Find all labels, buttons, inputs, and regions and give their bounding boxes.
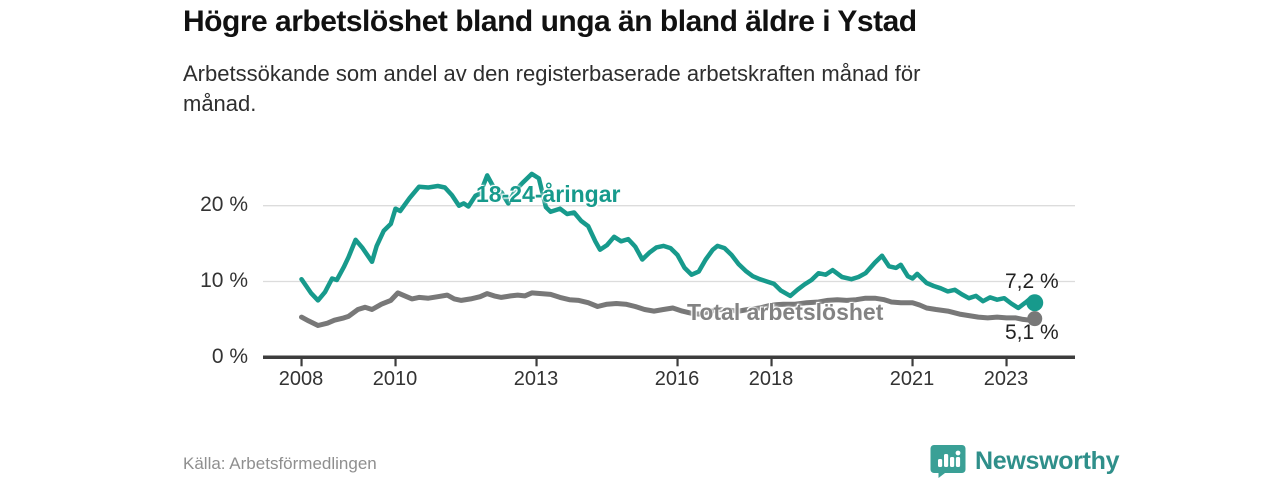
x-axis-tick-label-2023: 2023 xyxy=(983,368,1029,390)
series-line-youth xyxy=(299,171,1037,311)
end-value-label-total: 5,1 % xyxy=(1005,321,1059,344)
y-axis-tick-label-0: 0 % xyxy=(211,345,248,368)
chart-subtitle-line1: Arbetssökande som andel av den registerb… xyxy=(183,61,921,86)
newsworthy-wordmark: Newsworthy xyxy=(975,446,1120,475)
chart-subtitle-line2: månad. xyxy=(183,91,257,116)
x-axis-tick-label-2010: 2010 xyxy=(372,368,418,390)
series-end-dot-youth xyxy=(1026,294,1044,312)
chart-title: Högre arbetslöshet bland unga än bland ä… xyxy=(183,5,917,38)
newsworthy-bubble-chart-icon xyxy=(930,444,966,478)
source-attribution: Källa: Arbetsförmedlingen xyxy=(183,454,377,473)
series-label-total: Total arbetslöshet xyxy=(687,299,884,325)
x-axis-tick-label-2016: 2016 xyxy=(654,368,700,390)
x-axis-tick-label-2013: 2013 xyxy=(513,368,559,390)
y-axis-tick-label-10: 10 % xyxy=(200,269,248,292)
end-value-label-youth: 7,2 % xyxy=(1005,270,1059,293)
y-axis-tick-label-20: 20 % xyxy=(200,193,248,216)
x-axis-tick-label-2018: 2018 xyxy=(748,368,794,390)
series-line-total xyxy=(299,290,1038,328)
x-axis-tick-label-2008: 2008 xyxy=(278,368,324,390)
series-label-youth: 18-24-åringar xyxy=(476,181,621,207)
series-end-dot-total xyxy=(1027,311,1043,327)
newsworthy-logo[interactable]: Newsworthy xyxy=(930,444,1120,478)
chart-subtitle: Arbetssökande som andel av den registerb… xyxy=(183,59,1043,119)
x-axis-tick-label-2021: 2021 xyxy=(889,368,935,390)
